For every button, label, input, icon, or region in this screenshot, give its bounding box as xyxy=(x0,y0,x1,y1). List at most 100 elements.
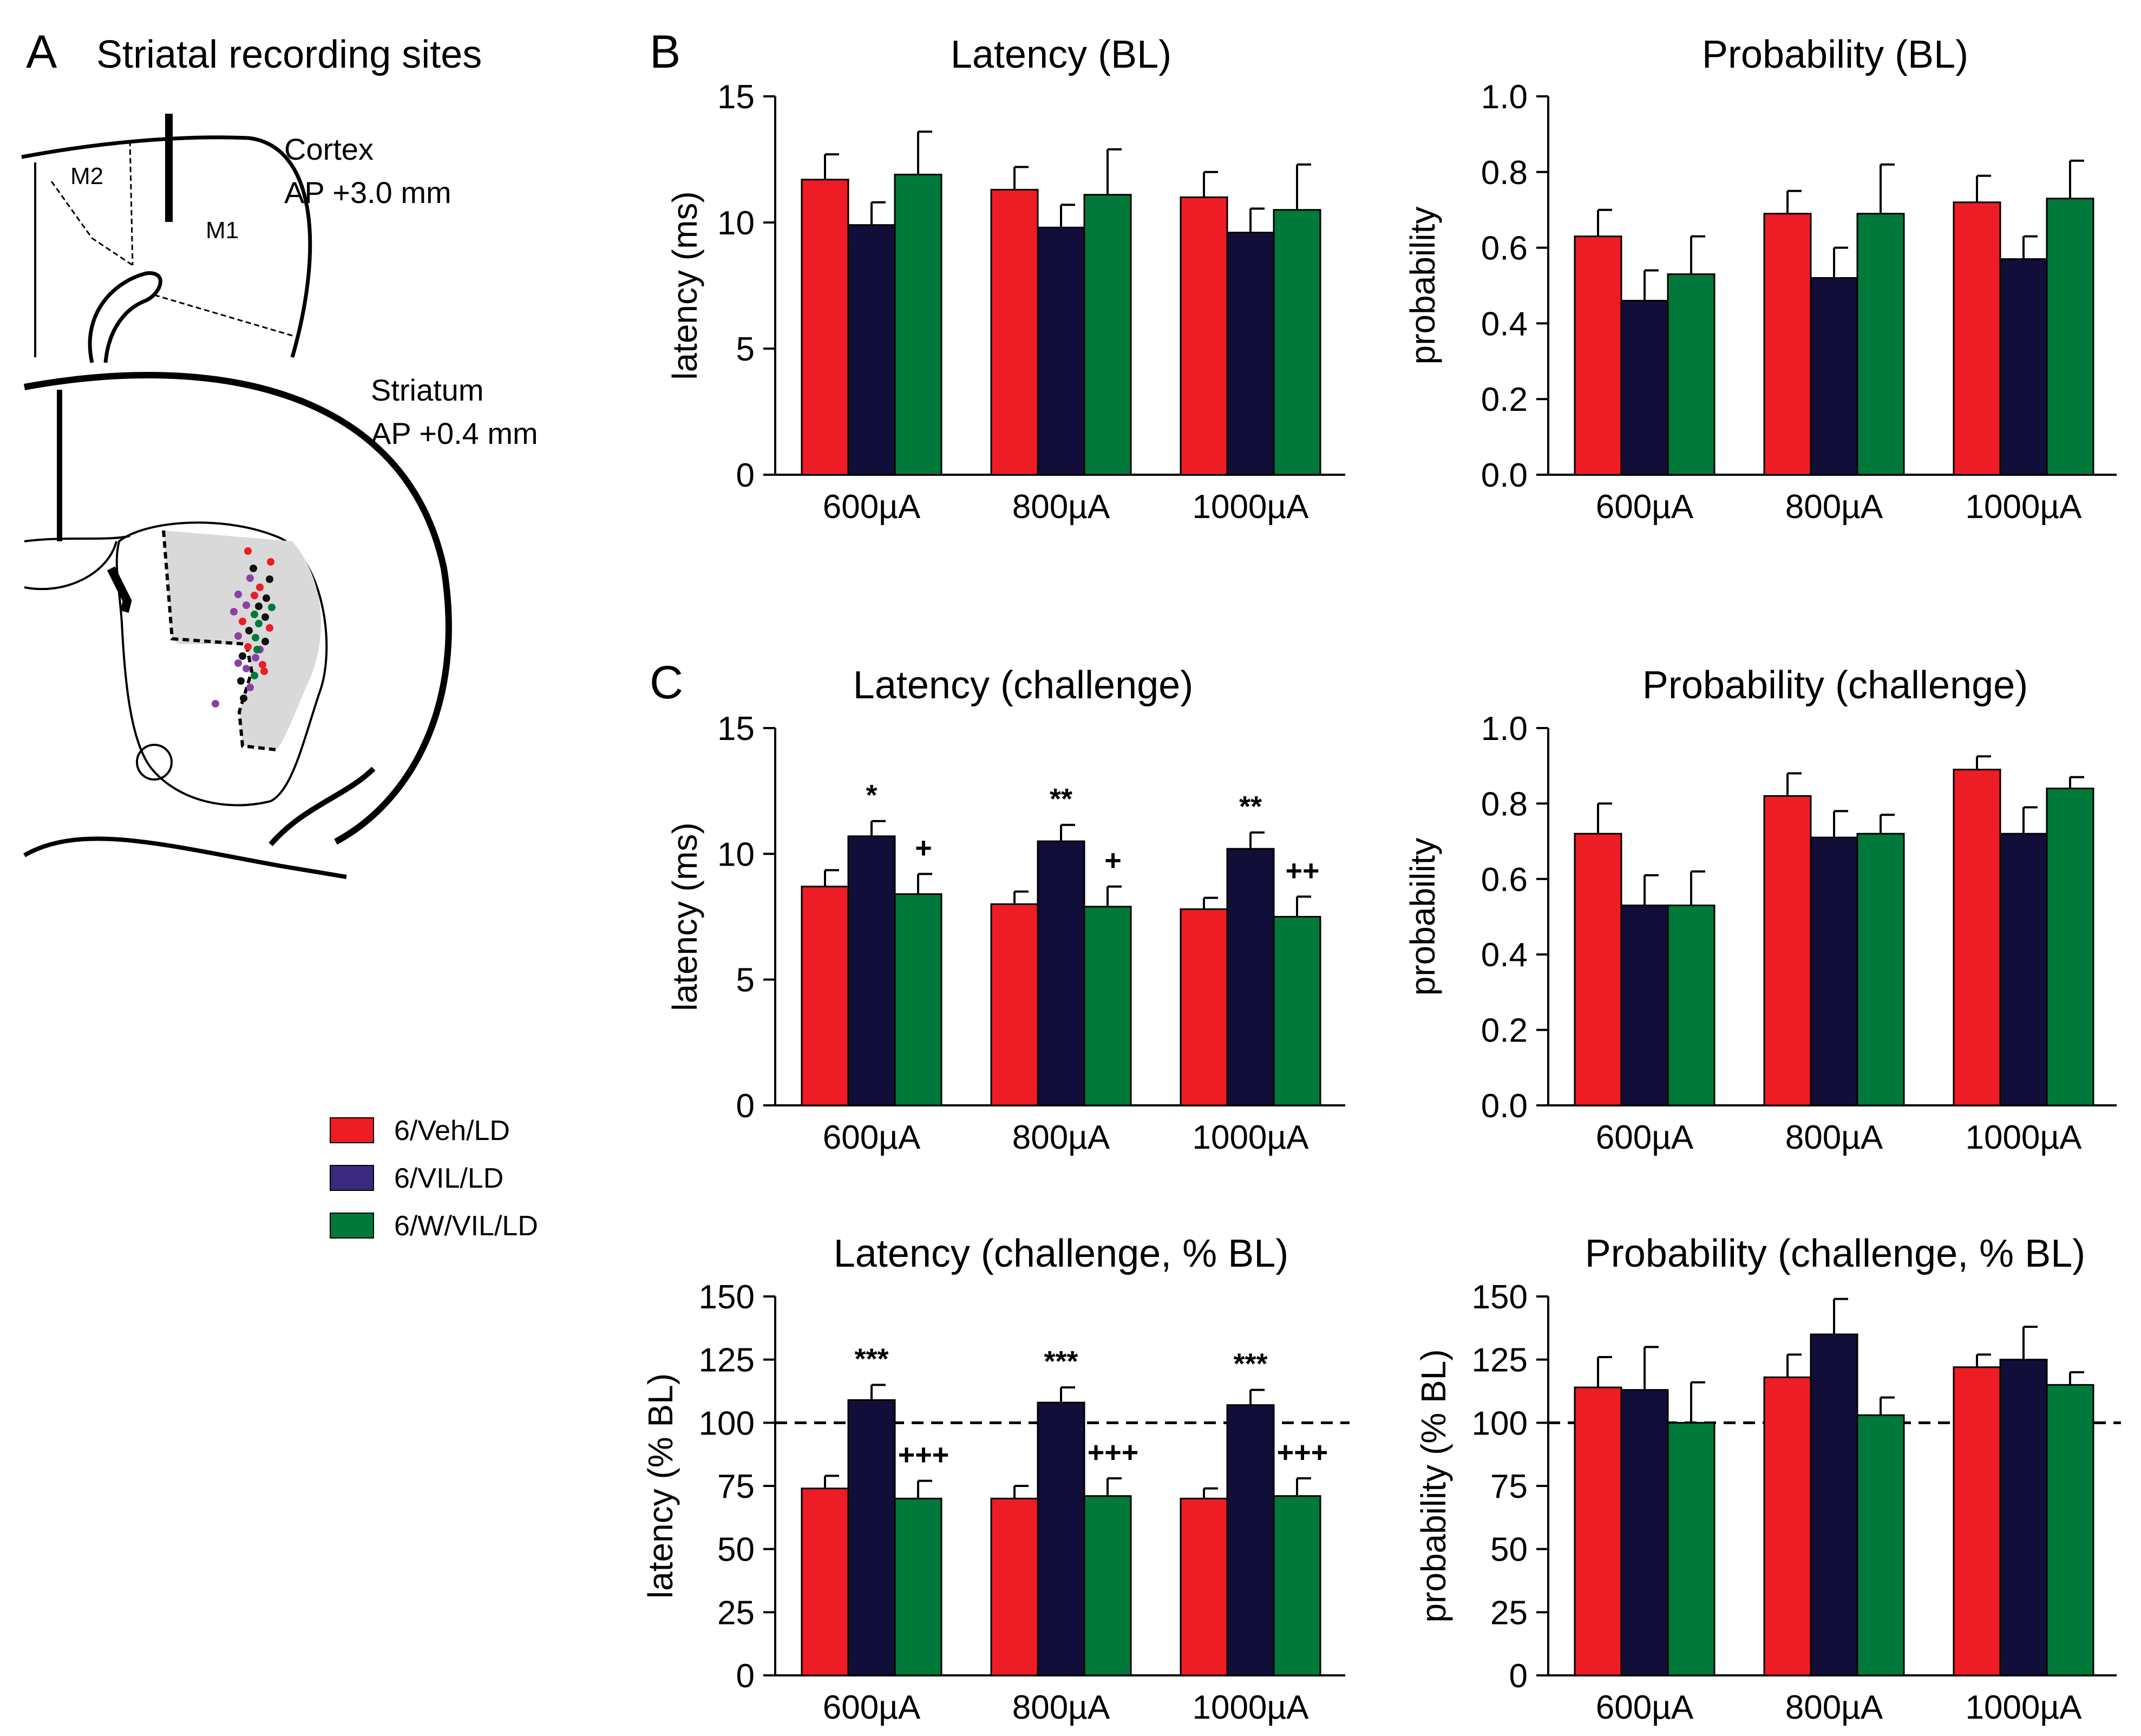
bar-wvil-0 xyxy=(1667,905,1716,1106)
bar-vil-2 xyxy=(1999,833,2048,1106)
chart-title: Latency (BL) xyxy=(951,33,1171,76)
x-tick-label: 600µA xyxy=(823,488,921,526)
significance-marker: +++ xyxy=(1088,1436,1139,1469)
y-tick-label: 5 xyxy=(736,331,755,368)
recording-site-dot xyxy=(245,627,253,634)
chart-title: Probability (challenge) xyxy=(1642,664,2028,707)
significance-marker: *** xyxy=(854,1342,888,1375)
recording-site-dot xyxy=(234,591,242,598)
chart-title: Probability (challenge, % BL) xyxy=(1585,1232,2085,1275)
y-tick-label: 5 xyxy=(736,962,755,999)
x-tick-label: 600µA xyxy=(1596,1119,1694,1156)
significance-marker: ++ xyxy=(1285,854,1319,887)
bar-vil-1 xyxy=(1037,226,1085,476)
bar-veh-2 xyxy=(1953,1366,2001,1676)
x-tick-label: 1000µA xyxy=(1965,1689,2082,1726)
recording-site-dot xyxy=(239,652,246,660)
significance-marker: ** xyxy=(1239,790,1262,823)
y-tick-label: 150 xyxy=(1472,1279,1528,1316)
bar-vil-1 xyxy=(1810,277,1858,476)
bar-vil-0 xyxy=(847,224,896,476)
x-tick-label: 1000µA xyxy=(1192,488,1309,526)
x-tick-label: 1000µA xyxy=(1192,1119,1309,1156)
y-tick-label: 0 xyxy=(736,1658,755,1695)
legend-swatch-wvil xyxy=(330,1213,374,1239)
bar-vil-1 xyxy=(1810,836,1858,1106)
significance-marker: * xyxy=(866,779,877,811)
y-tick-label: 15 xyxy=(717,710,755,748)
bar-veh-0 xyxy=(801,886,849,1106)
bar-veh-0 xyxy=(1574,1386,1622,1676)
bar-wvil-1 xyxy=(1083,1495,1132,1676)
recording-site-dot xyxy=(234,632,242,640)
striatum-label: Striatum xyxy=(371,373,484,407)
recording-site-dot xyxy=(230,608,238,615)
bar-vil-0 xyxy=(1620,905,1669,1106)
significance-marker: *** xyxy=(1044,1345,1078,1378)
bar-wvil-2 xyxy=(2046,198,2094,476)
chart-latency-bl: Latency (BL) 0 5 10 15 latency (ms) 600µA 800µA… xyxy=(665,33,1345,526)
y-tick-label: 125 xyxy=(699,1342,755,1379)
bar-wvil-0 xyxy=(894,1497,942,1676)
bar-vil-1 xyxy=(1810,1333,1858,1676)
bar-veh-1 xyxy=(1763,213,1812,476)
bar-wvil-0 xyxy=(894,173,942,476)
bar-vil-2 xyxy=(1226,232,1275,476)
bar-veh-2 xyxy=(1953,769,2001,1106)
bar-veh-2 xyxy=(1953,201,2001,476)
bar-veh-1 xyxy=(1763,1376,1812,1676)
y-tick-label: 10 xyxy=(717,836,755,873)
y-tick-label: 75 xyxy=(1490,1468,1528,1505)
recording-site-dot xyxy=(263,594,270,602)
x-tick-label: 800µA xyxy=(1785,1689,1883,1726)
y-tick-label: 25 xyxy=(1490,1594,1528,1632)
recording-site-dot xyxy=(240,695,247,702)
y-tick-label: 100 xyxy=(1472,1405,1528,1442)
recording-site-dot xyxy=(246,684,254,691)
y-tick-label: 25 xyxy=(717,1594,755,1632)
recording-site-dot xyxy=(260,667,268,675)
bar-vil-2 xyxy=(1999,1359,2048,1676)
recording-site-dot xyxy=(261,638,269,645)
y-tick-label: 10 xyxy=(717,205,755,242)
significance-marker: + xyxy=(1104,844,1122,877)
label-m2: M2 xyxy=(70,163,103,189)
recording-site-dot xyxy=(267,558,274,566)
y-tick-label: 50 xyxy=(717,1531,755,1569)
significance-marker: +++ xyxy=(1277,1436,1328,1469)
x-tick-label: 1000µA xyxy=(1192,1689,1309,1726)
bar-vil-0 xyxy=(847,835,896,1106)
panel-a-title: Striatal recording sites xyxy=(96,33,482,76)
cortex-ap-label: AP +3.0 mm xyxy=(284,175,451,209)
recording-site-dot xyxy=(243,665,250,672)
significance-marker: + xyxy=(915,832,932,864)
y-tick-label: 0.8 xyxy=(1481,785,1528,823)
recording-site-dot xyxy=(252,634,259,641)
legend-label-vil: 6/VIL/LD xyxy=(394,1163,503,1194)
y-tick-label: 1.0 xyxy=(1481,710,1528,748)
recording-site-dot xyxy=(261,613,269,621)
recording-site-dot xyxy=(251,611,258,618)
y-tick-label: 150 xyxy=(699,1279,755,1316)
bar-wvil-2 xyxy=(1273,1495,1321,1676)
panel-letter-c: C xyxy=(650,657,683,709)
chart-title: Probability (BL) xyxy=(1702,33,1968,76)
y-tick-label: 0.0 xyxy=(1481,457,1528,494)
bar-veh-0 xyxy=(1574,235,1622,476)
significance-marker: *** xyxy=(1233,1348,1267,1380)
recording-site-dot xyxy=(239,618,246,625)
recording-site-dot xyxy=(266,624,273,632)
significance-marker: +++ xyxy=(898,1439,950,1471)
x-tick-label: 800µA xyxy=(1012,488,1110,526)
recording-site-dot xyxy=(255,620,263,627)
chart-probability-challenge-pct-bl: Probability (challenge, % BL) 0 25 50 75 100 1… xyxy=(1414,1232,2121,1726)
recording-site-dot xyxy=(251,672,258,679)
bar-vil-2 xyxy=(1226,1404,1275,1676)
y-tick-label: 0.2 xyxy=(1481,381,1528,418)
bar-veh-1 xyxy=(990,903,1039,1106)
bar-wvil-1 xyxy=(1856,833,1905,1106)
y-axis-label: latency (% BL) xyxy=(641,1373,680,1599)
y-tick-label: 0 xyxy=(736,1088,755,1125)
striatum-ap-label: AP +0.4 mm xyxy=(371,416,538,450)
